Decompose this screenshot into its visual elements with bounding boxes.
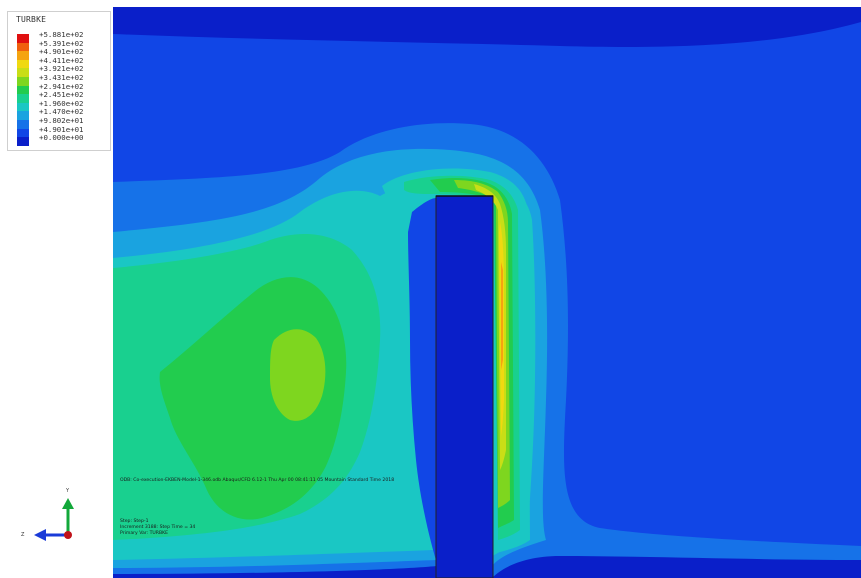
legend-swatch bbox=[17, 137, 29, 146]
shear-band-7 bbox=[454, 180, 510, 508]
legend-value: +2.941e+02 bbox=[39, 81, 84, 91]
legend-value: +2.451e+02 bbox=[39, 90, 84, 100]
contour-plot bbox=[113, 7, 861, 578]
legend-value: +4.411e+02 bbox=[39, 55, 84, 65]
odb-info-line: ODB: Co-execution-EKBEN-Model-1-346.odb … bbox=[120, 478, 395, 483]
legend-swatch bbox=[17, 59, 29, 69]
legend-value: +1.470e+02 bbox=[39, 107, 84, 117]
recirc-left bbox=[408, 198, 436, 560]
legend-swatch bbox=[17, 128, 29, 138]
shear-band-8 bbox=[474, 184, 506, 470]
legend-value: +5.881e+02 bbox=[39, 30, 84, 39]
triad-y-arrowhead bbox=[62, 498, 74, 509]
column-body bbox=[435, 195, 494, 578]
legend-value: +4.901e+02 bbox=[39, 47, 84, 57]
contour-legend: TURBKE +5.881e+02 +5.391e+02 +4.901e+02 +4.… bbox=[7, 11, 111, 151]
triad-origin bbox=[64, 531, 72, 539]
legend-swatch bbox=[17, 102, 29, 112]
increment-info-line: Increment 3188: Step Time = 34 bbox=[120, 525, 196, 530]
legend-title: TURBKE bbox=[16, 15, 47, 24]
triad-x-label: Z bbox=[21, 532, 25, 538]
axis-triad bbox=[34, 498, 74, 541]
shear-band-10 bbox=[501, 262, 503, 370]
step-info-line: Step: Step-1 bbox=[120, 519, 149, 524]
primary-variable-line: Primary Var: TURBKE bbox=[120, 531, 169, 536]
legend-value: +3.921e+02 bbox=[39, 64, 84, 74]
legend-swatch bbox=[17, 85, 29, 95]
top-band bbox=[113, 7, 861, 47]
legend-swatch bbox=[17, 51, 29, 60]
legend-value: +4.901e+01 bbox=[39, 124, 84, 134]
legend-swatch bbox=[17, 68, 29, 77]
legend-swatch bbox=[17, 34, 29, 43]
legend-swatch bbox=[17, 94, 29, 103]
triad-x-arrowhead bbox=[34, 529, 46, 541]
legend-swatch bbox=[17, 111, 29, 120]
legend-value: +0.000e+00 bbox=[39, 133, 84, 143]
wake-band-7 bbox=[270, 329, 326, 421]
legend-value: +9.802e+01 bbox=[39, 116, 84, 125]
legend-swatch bbox=[17, 42, 29, 52]
legend-swatch bbox=[17, 77, 29, 86]
triad-y-label: Y bbox=[66, 488, 70, 494]
legend-value: +1.960e+02 bbox=[39, 98, 84, 108]
legend-value: +5.391e+02 bbox=[39, 38, 84, 48]
legend-value: +3.431e+02 bbox=[39, 73, 84, 82]
legend-swatch bbox=[17, 120, 29, 129]
